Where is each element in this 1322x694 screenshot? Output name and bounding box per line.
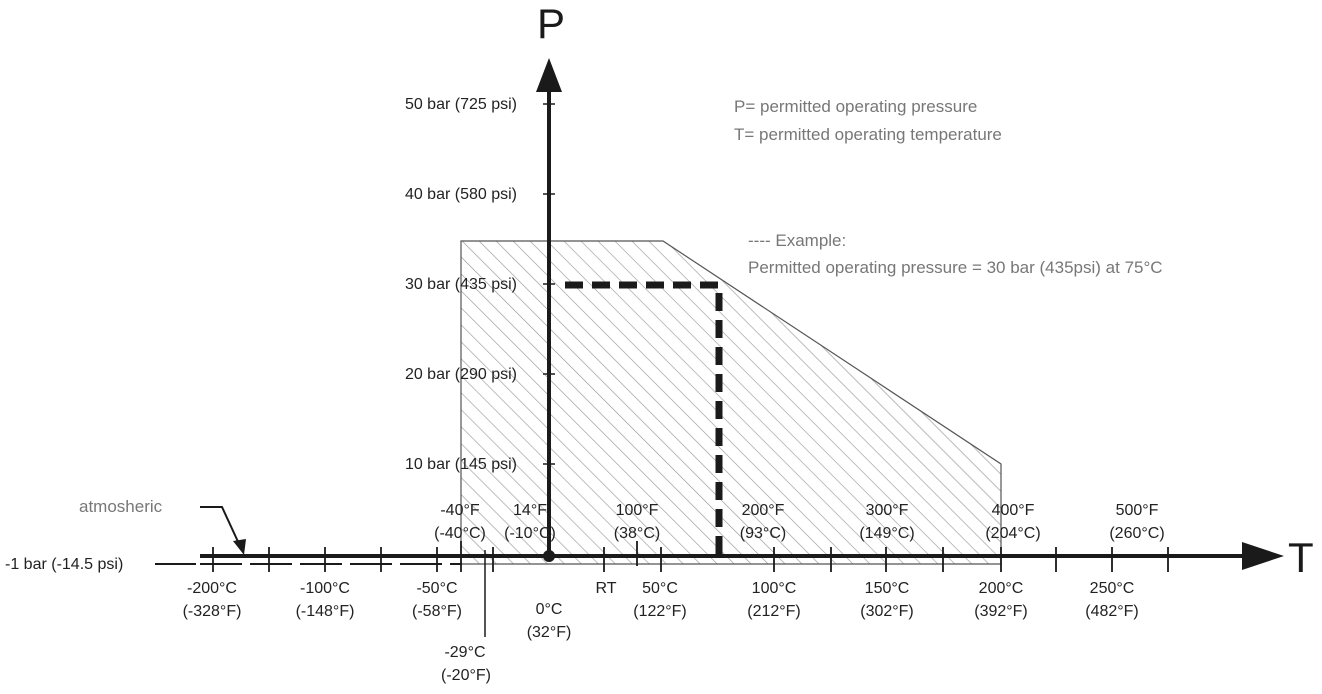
top-label-f: 100°F	[616, 502, 659, 519]
permitted-region	[460, 240, 1002, 565]
low-limit-celsius: -29°C	[444, 644, 485, 661]
atmospheric-label: atmosheric	[79, 497, 163, 516]
top-label-c: (204°C)	[985, 525, 1040, 542]
bottom-label-c: -100°C	[300, 580, 350, 597]
bottom-label-c: 250°C	[1090, 580, 1135, 597]
pressure-label-50: 50 bar (725 psi)	[405, 96, 517, 113]
celsius-labels: -200°C (-328°F) -100°C (-148°F) -50°C (-…	[183, 580, 1139, 641]
top-label-c: (38°C)	[614, 525, 660, 542]
bottom-label-f: (392°F)	[974, 603, 1028, 620]
bottom-label-f: (-328°F)	[183, 603, 242, 620]
vacuum-label: -1 bar (-14.5 psi)	[5, 556, 123, 573]
example-heading: ---- Example:	[748, 231, 846, 250]
legend-pressure: P= permitted operating pressure	[734, 97, 977, 116]
top-label-c: (149°C)	[859, 525, 914, 542]
bottom-label-c: -200°C	[187, 580, 237, 597]
top-label-c: (260°C)	[1109, 525, 1164, 542]
top-label-f: 200°F	[742, 502, 785, 519]
t-axis-title: T	[1288, 534, 1314, 581]
bottom-label-f: (32°F)	[527, 624, 572, 641]
top-label-f: 400°F	[992, 502, 1035, 519]
t-axis-ticks	[212, 541, 1169, 572]
top-label-f: 14°F	[513, 502, 547, 519]
top-label-f: 300°F	[866, 502, 909, 519]
bottom-label-c: 0°C	[536, 601, 563, 618]
example-description: Permitted operating pressure = 30 bar (4…	[748, 258, 1163, 277]
top-label-c: (-40°C)	[434, 525, 486, 542]
bottom-label-f: (482°F)	[1085, 603, 1139, 620]
pressure-label-20: 20 bar (290 psi)	[405, 366, 517, 383]
bottom-label-f: (302°F)	[860, 603, 914, 620]
fahrenheit-labels: -40°F (-40°C) 14°F (-10°C) 100°F (38°C) …	[434, 502, 1165, 542]
pressure-label-40: 40 bar (580 psi)	[405, 186, 517, 203]
p-axis-arrow	[536, 58, 562, 92]
atmospheric-pointer-head	[233, 539, 246, 555]
top-label-f: 500°F	[1116, 502, 1159, 519]
bottom-label-c: 200°C	[979, 580, 1024, 597]
bottom-label-rt: RT	[595, 580, 616, 597]
t-axis-arrow	[1242, 542, 1284, 570]
atmospheric-pointer	[200, 506, 241, 547]
top-label-c: (-10°C)	[504, 525, 556, 542]
top-label-c: (93°C)	[740, 525, 786, 542]
p-axis-ticks	[543, 103, 555, 465]
bottom-label-c: 150°C	[865, 580, 910, 597]
bottom-label-f: (122°F)	[633, 603, 687, 620]
bottom-label-f: (-148°F)	[296, 603, 355, 620]
top-label-f: -40°F	[440, 502, 480, 519]
low-limit-fahrenheit: (-20°F)	[441, 667, 491, 684]
p-axis-title: P	[537, 0, 565, 47]
origin-point	[543, 550, 555, 562]
bottom-label-c: -50°C	[416, 580, 457, 597]
pressure-label-30: 30 bar (435 psi)	[405, 276, 517, 293]
bottom-label-f: (212°F)	[747, 603, 801, 620]
bottom-label-c: 50°C	[642, 580, 678, 597]
bottom-label-f: (-58°F)	[412, 603, 462, 620]
pressure-label-10: 10 bar (145 psi)	[405, 456, 517, 473]
bottom-label-c: 100°C	[752, 580, 797, 597]
legend-temperature: T= permitted operating temperature	[734, 125, 1002, 144]
example-dashed-line	[565, 281, 723, 556]
